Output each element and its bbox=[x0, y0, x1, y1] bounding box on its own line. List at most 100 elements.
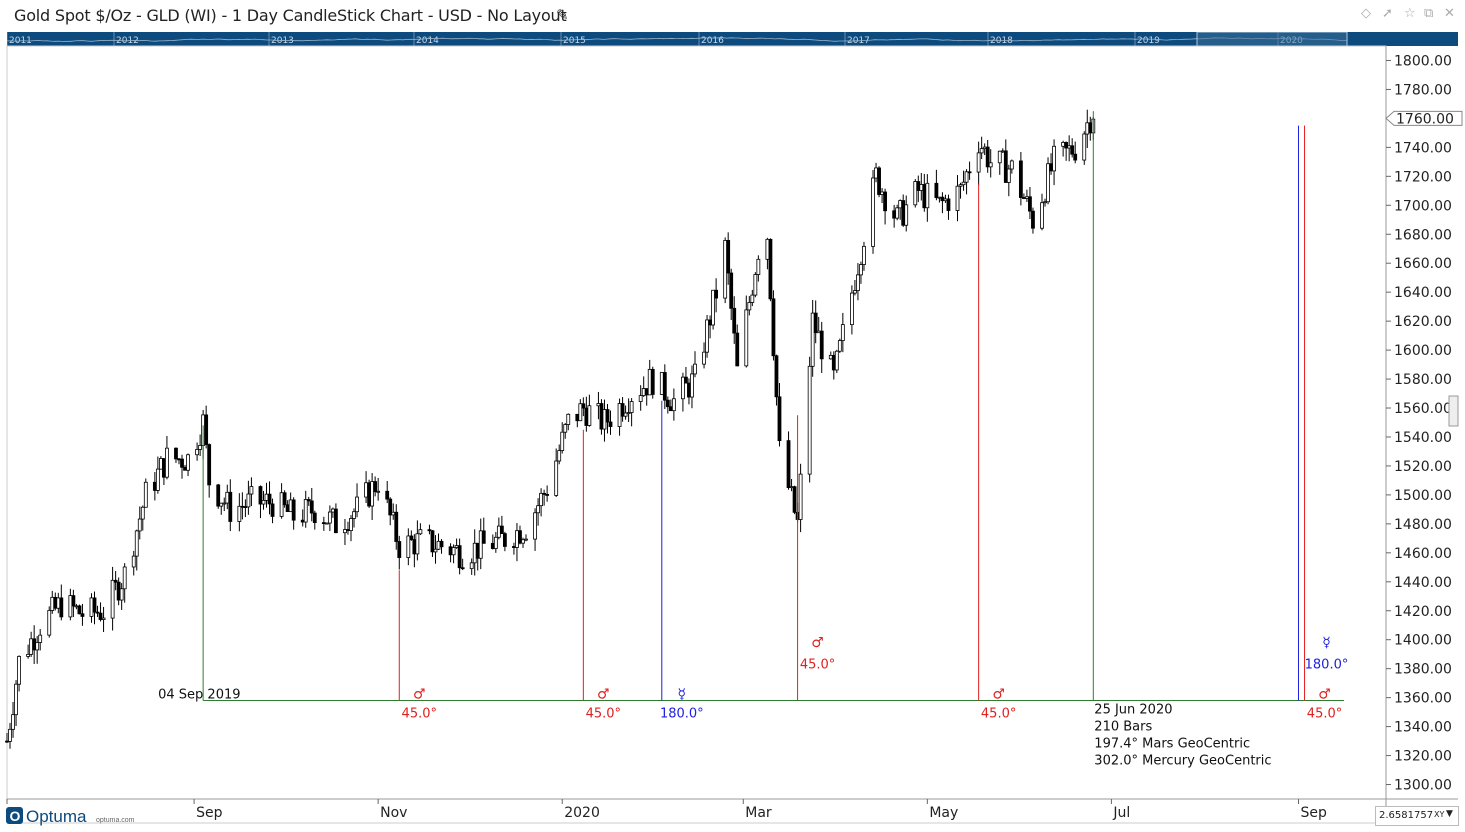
candle-body bbox=[68, 595, 73, 618]
diamond-icon[interactable]: ◇ bbox=[1361, 6, 1371, 21]
xy-readout[interactable]: 2.6581757 XY ▼ bbox=[1375, 806, 1459, 826]
candle-body bbox=[850, 292, 854, 326]
candle-body bbox=[481, 530, 486, 544]
candle-body bbox=[131, 555, 136, 568]
candle-body bbox=[309, 500, 314, 514]
anchor-mercury-label: 302.0° Mercury GeoCentric bbox=[1094, 754, 1271, 769]
candle-body bbox=[98, 612, 103, 620]
candle-body bbox=[979, 148, 984, 154]
candle-body bbox=[937, 196, 942, 199]
candle-body bbox=[300, 519, 305, 523]
candle-body bbox=[1085, 122, 1090, 135]
candle-body bbox=[119, 588, 124, 601]
candle-body bbox=[207, 444, 212, 486]
mars-symbol: ♂ bbox=[1318, 687, 1331, 703]
y-tick-label: 1320.00 bbox=[1394, 749, 1452, 765]
candle-body bbox=[439, 540, 444, 548]
candle-body bbox=[831, 354, 836, 371]
candle-body bbox=[475, 542, 480, 559]
candle-body bbox=[56, 597, 61, 609]
candle-body bbox=[346, 529, 350, 531]
candle-body bbox=[493, 536, 498, 549]
candle-body bbox=[330, 508, 335, 513]
candle-body bbox=[1040, 202, 1044, 229]
pencil-icon[interactable]: ✎ bbox=[556, 7, 569, 24]
planet-angle-label: 180.0° bbox=[1305, 658, 1349, 673]
candle-body bbox=[92, 597, 97, 613]
candle-body bbox=[11, 714, 15, 730]
candle-body bbox=[352, 511, 356, 519]
readout-dropdown-icon[interactable]: ▼ bbox=[1446, 809, 1453, 819]
candle-body bbox=[186, 454, 190, 471]
candle-body bbox=[922, 184, 927, 209]
candle-body bbox=[895, 207, 900, 219]
candle-body bbox=[892, 210, 897, 219]
candle-body bbox=[671, 398, 676, 412]
candle-body bbox=[312, 512, 317, 524]
candle-body bbox=[958, 184, 963, 187]
candle-body bbox=[165, 447, 169, 478]
pin-icon[interactable]: ➚ bbox=[1382, 6, 1393, 21]
y-axis-scroll-handle[interactable] bbox=[1448, 395, 1459, 427]
candle-body bbox=[38, 634, 43, 643]
star-icon[interactable]: ☆ bbox=[1404, 6, 1416, 21]
candle-body bbox=[264, 493, 269, 501]
mars-symbol: ♂ bbox=[597, 687, 610, 703]
restore-icon[interactable]: ⧉ bbox=[1424, 6, 1434, 21]
candle-body bbox=[222, 502, 227, 505]
candle-body bbox=[521, 539, 525, 544]
candle-body bbox=[626, 412, 631, 414]
y-tick-label: 1720.00 bbox=[1394, 169, 1452, 185]
close-icon[interactable]: ✕ bbox=[1444, 6, 1455, 21]
candle-body bbox=[883, 191, 887, 212]
candle-body bbox=[116, 581, 121, 601]
candle-body bbox=[457, 545, 462, 569]
candle-body bbox=[14, 683, 18, 716]
overview-strip: 2011201220132014201520162017201820192020 bbox=[6, 31, 1348, 47]
candle-body bbox=[813, 312, 818, 334]
candle-body bbox=[898, 200, 903, 209]
candle-body bbox=[502, 533, 507, 547]
candle-body bbox=[877, 167, 881, 195]
mercury-symbol: ☿ bbox=[1322, 635, 1331, 651]
candle-body bbox=[518, 530, 522, 544]
chart-title: Gold Spot $/Oz - GLD (WI) - 1 Day Candle… bbox=[14, 6, 567, 25]
candle-body bbox=[693, 363, 697, 375]
candle-body bbox=[916, 181, 921, 191]
candle-body bbox=[575, 413, 580, 422]
candle-body bbox=[753, 274, 758, 296]
y-tick-label: 1580.00 bbox=[1394, 372, 1452, 388]
candle-body bbox=[943, 198, 948, 202]
candle-body bbox=[237, 505, 242, 522]
overview-sparkline bbox=[7, 37, 1348, 42]
overview-navigator[interactable]: 2011201220132014201520162017201820192020 bbox=[6, 31, 1458, 47]
candle-body bbox=[355, 496, 359, 513]
y-tick-label: 1460.00 bbox=[1394, 546, 1452, 562]
candle-body bbox=[690, 373, 694, 398]
candle-body bbox=[904, 204, 909, 226]
candle-body bbox=[101, 617, 106, 620]
candle-body bbox=[789, 486, 794, 489]
candle-body bbox=[880, 191, 884, 195]
candle-body bbox=[385, 490, 390, 500]
candle-body bbox=[113, 579, 118, 583]
svg-text:O: O bbox=[10, 808, 21, 824]
y-tick-label: 1400.00 bbox=[1394, 633, 1452, 649]
candle-body bbox=[180, 458, 184, 468]
anchor-end-label: 25 Jun 2020 bbox=[1094, 703, 1172, 718]
candle-body bbox=[1000, 150, 1005, 153]
candle-body bbox=[5, 740, 9, 743]
y-tick-label: 1560.00 bbox=[1394, 401, 1452, 417]
overview-year-label: 2013 bbox=[271, 36, 294, 46]
candle-body bbox=[1067, 145, 1072, 149]
mars-symbol: ♂ bbox=[992, 687, 1005, 703]
candle-body bbox=[376, 490, 381, 493]
candle-body bbox=[557, 450, 562, 462]
candle-body bbox=[50, 596, 55, 611]
candle-body bbox=[578, 403, 583, 422]
candle-body bbox=[913, 181, 918, 206]
candle-body bbox=[415, 533, 420, 555]
candle-body bbox=[47, 610, 52, 636]
candle-body bbox=[714, 289, 719, 299]
